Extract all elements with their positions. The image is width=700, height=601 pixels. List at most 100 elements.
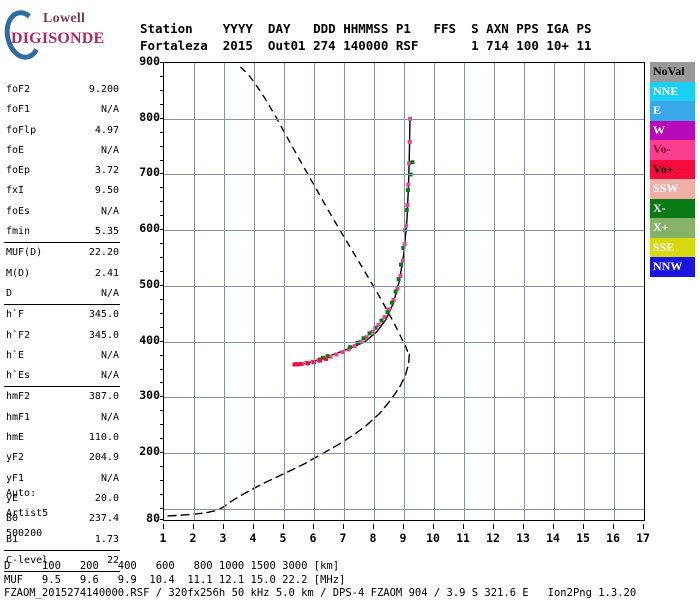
param-value: 3.72 [94,165,119,177]
y-axis: 80 200 300 400 500 600 700 800 900 [124,54,166,525]
grid-line-horizontal [164,341,644,343]
autoscale-line-2: 500200 [6,528,43,539]
grid-line-horizontal [164,508,644,510]
x-axis-tick [313,524,314,529]
param-value: 345.0 [88,329,119,341]
echo-point [404,223,409,228]
y-axis-minor-tick [160,424,164,426]
x-axis-tick [463,524,464,529]
param-key: fmin [6,226,31,238]
param-value: 237.4 [88,513,119,525]
echo-point [321,355,325,360]
param-key: yE [6,492,19,504]
param-separator [4,571,120,573]
echo-point [373,325,378,330]
echo-point [407,161,412,166]
legend-item-vo[interactable]: Vo+ [650,159,695,179]
param-key: B0 [6,513,19,525]
legend-item-nne[interactable]: NNE [650,81,695,101]
legend-item-noval[interactable]: NoVal [650,62,695,82]
echo-point [340,350,345,355]
x-axis-tick [553,524,554,529]
y-axis-minor-tick [160,257,164,259]
param-row-yf2: yF2 204.9 [3,448,121,468]
station-header-keys: Station YYYY DAY DDD HHMMSS P1 FFS S AXN… [140,21,592,36]
footer-file-row: FZAOM_2015274140000.RSF / 320fx256h 50 k… [4,587,637,599]
echo-point [318,358,322,363]
grid-line-vertical [494,63,495,520]
echo-point [395,286,400,291]
param-key: foF1 [6,104,31,116]
param-key: foEp [6,165,31,177]
param-value: 2.41 [94,267,119,279]
param-key: yF1 [6,472,25,484]
grid-line-horizontal [164,397,644,399]
legend-item-ssw[interactable]: SSW [650,179,695,199]
param-separator [4,304,120,306]
grid-line-vertical [314,63,315,520]
param-value: 204.9 [88,452,119,464]
profile-curve [240,66,410,355]
echo-point [379,318,384,323]
legend-item-e[interactable]: E [650,101,695,121]
param-value: 22 [106,554,119,566]
echo-point [398,273,403,278]
param-row-fxi: fxI 9.50 [3,181,121,201]
ionogram-plot-area[interactable] [163,62,645,521]
grid-line-horizontal [164,453,644,455]
legend-item-x[interactable]: X+ [650,218,695,238]
echo-point [393,289,398,294]
x-axis-tick [433,524,434,529]
echo-point [370,329,375,334]
echo-point [298,362,303,366]
x-axis-label: 8 [369,531,377,545]
grid-line-vertical [404,63,405,520]
y-axis-label: 700 [139,165,160,180]
x-axis-tick [643,524,644,529]
param-row-yf1: yF1 N/A [3,469,121,489]
legend-item-nnw[interactable]: NNW [650,257,695,277]
grid-line-vertical [584,63,585,520]
x-axis-tick [253,524,254,529]
grid-line-vertical [194,63,195,520]
echo-point [399,262,403,267]
y-axis-minor-tick [160,270,164,272]
param-value: 22.20 [88,247,119,259]
legend-item-w[interactable]: W [650,120,695,140]
legend-item-sse[interactable]: SSE [650,237,695,257]
param-value: 1.73 [94,533,119,545]
x-axis-label: 10 [426,531,440,545]
echo-point [405,188,410,193]
grid-line-horizontal [164,230,644,232]
param-value: 4.97 [94,124,119,136]
grid-line-vertical [464,63,465,520]
echo-point [364,335,369,340]
param-row-hf2: h`F2 345.0 [3,326,121,346]
y-axis-minor-tick [160,243,164,245]
x-axis-label: 12 [486,531,500,545]
legend-item-x[interactable]: X- [650,198,695,218]
param-row-fof1: foF1 N/A [3,100,121,120]
echo-point [401,246,406,250]
y-axis-minor-tick [160,187,164,189]
autoscale-line-0: Auto: [6,488,37,499]
param-key: D [6,287,13,299]
param-value: N/A [100,287,119,299]
x-axis-label: 15 [576,531,590,545]
autoscale-line-1: Artist5 [6,508,49,519]
echo-point [408,116,412,121]
param-key: hmE [6,432,25,444]
y-axis-minor-tick [160,354,164,356]
x-axis-tick [223,524,224,529]
grid-line-horizontal [164,118,644,120]
station-header-values: Fortaleza 2015 Out01 274 140000 RSF 1 71… [140,38,592,53]
logo-brand-top: Lowell [43,11,86,26]
param-row-hf: h`F 345.0 [3,305,121,325]
y-axis-minor-tick [160,410,164,412]
legend-item-vo[interactable]: Vo- [650,140,695,160]
param-value: N/A [100,472,119,484]
echo-point [334,352,339,357]
grid-line-vertical [524,63,525,520]
echo-point [400,258,405,263]
grid-line-vertical [554,63,555,520]
